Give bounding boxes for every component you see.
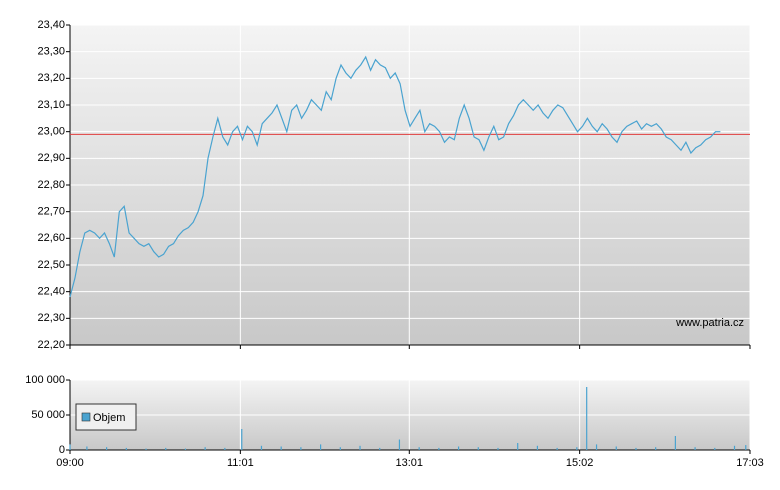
volume-bar: [517, 443, 519, 450]
y-tick-label: 22,90: [37, 152, 65, 164]
volume-bar: [635, 447, 637, 450]
x-tick-label: 15:02: [566, 457, 594, 469]
x-tick-label: 17:03: [736, 457, 764, 469]
volume-bar: [586, 387, 588, 450]
y-tick-label: 22,30: [37, 312, 65, 324]
volume-bar: [477, 447, 479, 450]
volume-bar: [714, 447, 716, 450]
y-tick-label: 100 000: [25, 374, 65, 386]
y-tick-label: 23,40: [37, 19, 65, 31]
volume-bar: [536, 445, 539, 450]
volume-bar: [497, 447, 499, 450]
y-tick-label: 22,40: [37, 286, 65, 298]
volume-bar: [457, 446, 460, 450]
volume-bar: [69, 444, 71, 450]
volume-bar: [655, 447, 657, 450]
y-tick-label: 23,30: [37, 46, 65, 58]
volume-bar: [86, 446, 88, 450]
watermark: www.patria.cz: [675, 317, 744, 329]
volume-bar: [320, 444, 322, 450]
volume-bar: [379, 447, 381, 450]
volume-bar: [694, 447, 696, 450]
volume-bar: [184, 448, 187, 450]
volume-bar: [125, 447, 127, 450]
volume-bar: [733, 445, 736, 450]
volume-bar: [359, 445, 361, 450]
volume-bar: [615, 446, 617, 450]
volume-bar: [165, 447, 167, 450]
volume-bar: [339, 447, 341, 450]
volume-bar: [106, 447, 108, 450]
y-tick-label: 23,10: [37, 99, 65, 111]
x-tick-label: 11:01: [227, 457, 254, 469]
volume-bar: [300, 447, 302, 450]
y-tick-label: 50 000: [31, 409, 65, 421]
legend-label: Objem: [93, 412, 125, 424]
volume-bar: [438, 447, 440, 450]
volume-bar: [745, 445, 747, 450]
volume-bar: [674, 436, 676, 450]
volume-bar: [145, 448, 147, 450]
volume-bar: [556, 447, 558, 450]
price-line: [69, 55, 721, 298]
x-tick-label: 09:00: [56, 457, 84, 469]
volume-bar: [418, 447, 420, 450]
y-tick-label: 22,60: [37, 232, 65, 244]
volume-bar: [260, 445, 263, 450]
x-tick-label: 13:01: [396, 457, 424, 469]
volume-bar: [595, 444, 598, 450]
volume-bar: [224, 447, 226, 450]
y-tick-label: 22,70: [37, 206, 65, 218]
y-tick-label: 23,00: [37, 126, 65, 138]
y-tick-label: 0: [59, 444, 65, 456]
volume-bar: [576, 447, 578, 450]
volume-bar: [280, 446, 282, 450]
volume-bar: [204, 447, 206, 450]
y-tick-label: 22,20: [37, 339, 65, 351]
volume-bar: [241, 429, 243, 450]
volume-bar: [398, 439, 401, 450]
legend-swatch: [81, 412, 91, 422]
y-tick-label: 23,20: [37, 72, 65, 84]
y-tick-label: 22,80: [37, 179, 65, 191]
y-tick-label: 22,50: [37, 259, 65, 271]
